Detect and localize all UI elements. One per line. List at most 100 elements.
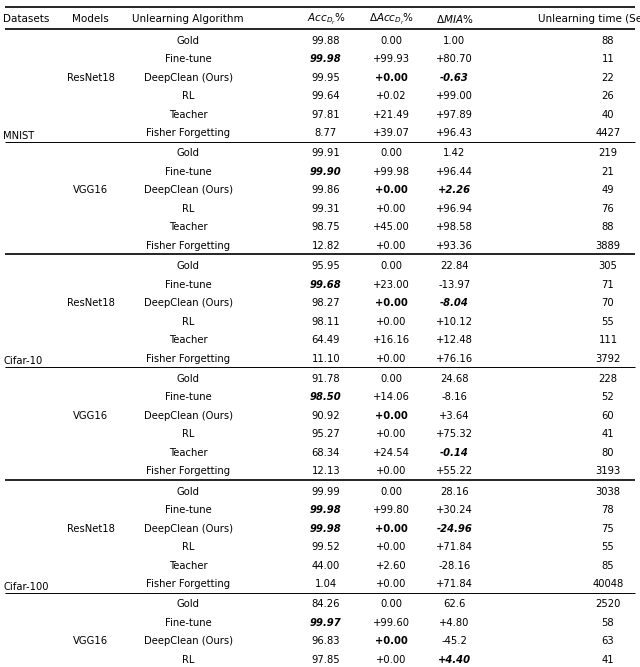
Text: +0.00: +0.00 xyxy=(376,317,406,327)
Text: VGG16: VGG16 xyxy=(73,411,108,421)
Text: Fine-tune: Fine-tune xyxy=(164,54,211,64)
Text: 40048: 40048 xyxy=(593,579,623,589)
Text: 12.82: 12.82 xyxy=(312,241,340,251)
Text: +12.48: +12.48 xyxy=(436,336,473,346)
Text: +4.40: +4.40 xyxy=(438,655,471,665)
Text: -0.63: -0.63 xyxy=(440,73,469,83)
Text: +23.00: +23.00 xyxy=(373,279,410,289)
Text: +39.07: +39.07 xyxy=(372,128,410,138)
Text: DeepClean (Ours): DeepClean (Ours) xyxy=(143,411,232,421)
Text: 3193: 3193 xyxy=(595,466,621,476)
Text: Fine-tune: Fine-tune xyxy=(164,392,211,402)
Text: 98.75: 98.75 xyxy=(312,222,340,232)
Text: +3.64: +3.64 xyxy=(439,411,470,421)
Text: 62.6: 62.6 xyxy=(444,599,465,609)
Text: +0.00: +0.00 xyxy=(375,636,408,646)
Text: Gold: Gold xyxy=(177,487,200,497)
Text: Fisher Forgetting: Fisher Forgetting xyxy=(146,579,230,589)
Text: 96.83: 96.83 xyxy=(312,636,340,646)
Text: Fine-tune: Fine-tune xyxy=(164,618,211,628)
Text: +0.00: +0.00 xyxy=(376,203,406,213)
Text: +0.02: +0.02 xyxy=(376,91,406,101)
Text: Fine-tune: Fine-tune xyxy=(164,505,211,515)
Text: 12.13: 12.13 xyxy=(312,466,340,476)
Text: -45.2: -45.2 xyxy=(442,636,467,646)
Text: 0.00: 0.00 xyxy=(380,599,402,609)
Text: 99.90: 99.90 xyxy=(310,167,342,177)
Text: +21.49: +21.49 xyxy=(372,109,410,119)
Text: VGG16: VGG16 xyxy=(73,636,108,646)
Text: +99.60: +99.60 xyxy=(372,618,410,628)
Text: Teacher: Teacher xyxy=(169,561,207,571)
Text: 55: 55 xyxy=(602,542,614,552)
Text: Cifar-100: Cifar-100 xyxy=(3,582,49,592)
Text: +0.00: +0.00 xyxy=(375,524,408,534)
Text: 41: 41 xyxy=(602,429,614,439)
Text: 64.49: 64.49 xyxy=(312,336,340,346)
Text: +97.89: +97.89 xyxy=(436,109,473,119)
Text: $Acc_{D_r}$%: $Acc_{D_r}$% xyxy=(307,11,345,27)
Text: Fisher Forgetting: Fisher Forgetting xyxy=(146,354,230,364)
Text: +0.00: +0.00 xyxy=(376,429,406,439)
Text: +14.06: +14.06 xyxy=(372,392,410,402)
Text: +2.26: +2.26 xyxy=(438,185,471,195)
Text: 305: 305 xyxy=(598,261,618,271)
Text: 11.10: 11.10 xyxy=(312,354,340,364)
Text: $\Delta MIA$%: $\Delta MIA$% xyxy=(436,13,473,25)
Text: 98.50: 98.50 xyxy=(310,392,342,402)
Text: 0.00: 0.00 xyxy=(380,487,402,497)
Text: $\Delta Acc_{D_r}$%: $\Delta Acc_{D_r}$% xyxy=(369,11,413,27)
Text: 99.98: 99.98 xyxy=(310,505,342,515)
Text: 3792: 3792 xyxy=(595,354,621,364)
Text: RL: RL xyxy=(182,317,194,327)
Text: +24.54: +24.54 xyxy=(372,448,410,458)
Text: 26: 26 xyxy=(602,91,614,101)
Text: +0.00: +0.00 xyxy=(376,579,406,589)
Text: RL: RL xyxy=(182,655,194,665)
Text: -0.14: -0.14 xyxy=(440,448,469,458)
Text: +30.24: +30.24 xyxy=(436,505,473,515)
Text: 85: 85 xyxy=(602,561,614,571)
Text: -8.04: -8.04 xyxy=(440,298,469,308)
Text: DeepClean (Ours): DeepClean (Ours) xyxy=(143,185,232,195)
Text: 99.91: 99.91 xyxy=(312,148,340,158)
Text: 78: 78 xyxy=(602,505,614,515)
Text: Gold: Gold xyxy=(177,599,200,609)
Text: MNIST: MNIST xyxy=(3,131,35,141)
Text: 88: 88 xyxy=(602,35,614,45)
Text: +75.32: +75.32 xyxy=(436,429,473,439)
Text: 88: 88 xyxy=(602,222,614,232)
Text: DeepClean (Ours): DeepClean (Ours) xyxy=(143,73,232,83)
Text: +10.12: +10.12 xyxy=(436,317,473,327)
Text: 28.16: 28.16 xyxy=(440,487,468,497)
Text: Unlearning Algorithm: Unlearning Algorithm xyxy=(132,14,244,24)
Text: Gold: Gold xyxy=(177,35,200,45)
Text: 55: 55 xyxy=(602,317,614,327)
Text: 80: 80 xyxy=(602,448,614,458)
Text: 99.99: 99.99 xyxy=(312,487,340,497)
Text: +0.00: +0.00 xyxy=(375,298,408,308)
Text: Fine-tune: Fine-tune xyxy=(164,167,211,177)
Text: 99.68: 99.68 xyxy=(310,279,342,289)
Text: +71.84: +71.84 xyxy=(436,579,473,589)
Text: 41: 41 xyxy=(602,655,614,665)
Text: Teacher: Teacher xyxy=(169,222,207,232)
Text: +0.00: +0.00 xyxy=(375,73,408,83)
Text: Teacher: Teacher xyxy=(169,448,207,458)
Text: 44.00: 44.00 xyxy=(312,561,340,571)
Text: Cifar-10: Cifar-10 xyxy=(3,356,42,366)
Text: +0.00: +0.00 xyxy=(376,655,406,665)
Text: Fisher Forgetting: Fisher Forgetting xyxy=(146,241,230,251)
Text: 22: 22 xyxy=(602,73,614,83)
Text: 76: 76 xyxy=(602,203,614,213)
Text: 0.00: 0.00 xyxy=(380,148,402,158)
Text: +0.00: +0.00 xyxy=(376,354,406,364)
Text: Unlearning time (Seconds): Unlearning time (Seconds) xyxy=(538,14,640,24)
Text: +96.94: +96.94 xyxy=(436,203,473,213)
Text: 97.85: 97.85 xyxy=(312,655,340,665)
Text: 0.00: 0.00 xyxy=(380,35,402,45)
Text: -13.97: -13.97 xyxy=(438,279,470,289)
Text: 71: 71 xyxy=(602,279,614,289)
Text: +0.00: +0.00 xyxy=(376,542,406,552)
Text: +2.60: +2.60 xyxy=(376,561,406,571)
